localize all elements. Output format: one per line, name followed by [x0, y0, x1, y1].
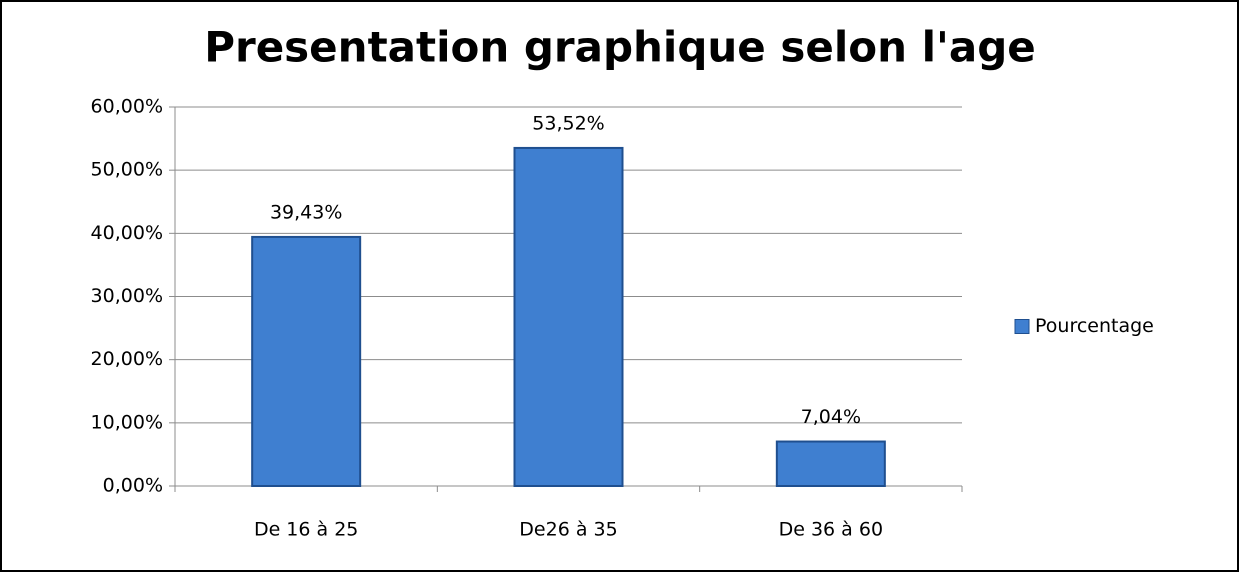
data-label: 39,43% [270, 201, 342, 223]
y-tick-label: 40,00% [91, 222, 163, 244]
bar [775, 440, 886, 488]
x-tick-label: De 36 à 60 [779, 519, 883, 541]
x-tick-label: De26 à 35 [519, 519, 617, 541]
x-tick-label: De 16 à 25 [254, 519, 358, 541]
y-tick-label: 50,00% [91, 159, 163, 181]
y-tick-label: 0,00% [103, 475, 163, 497]
data-label: 53,52% [532, 112, 604, 134]
data-label: 7,04% [801, 406, 861, 428]
y-tick-label: 60,00% [91, 96, 163, 118]
legend-swatch [1014, 319, 1030, 334]
bar [251, 235, 362, 487]
y-tick-label: 30,00% [91, 285, 163, 307]
chart-title: Presentation graphique selon l'age [204, 23, 1036, 72]
bar [513, 146, 624, 487]
legend-label: Pourcentage [1035, 315, 1154, 337]
y-tick-label: 20,00% [91, 348, 163, 370]
y-tick-label: 10,00% [91, 411, 163, 433]
